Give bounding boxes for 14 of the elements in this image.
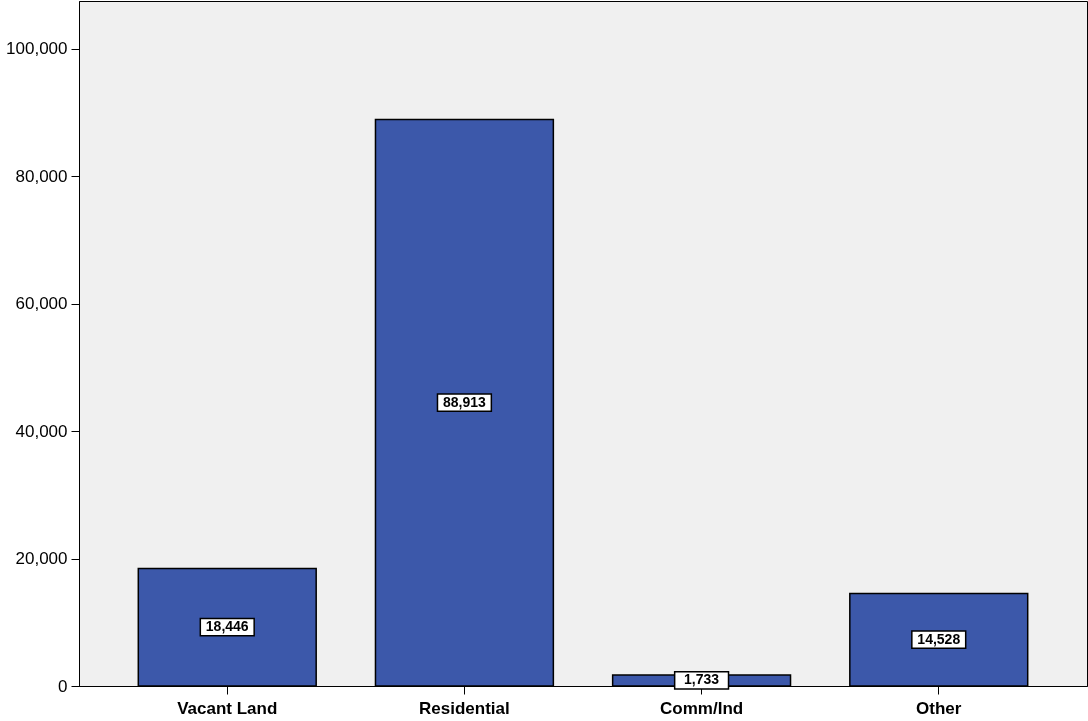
x-tick-label: Residential xyxy=(419,698,510,718)
data-label: 88,913 xyxy=(443,393,487,410)
y-tick-label: 20,000 xyxy=(15,549,68,569)
y-tick-label: 60,000 xyxy=(15,294,68,314)
x-tick-label: Other xyxy=(916,698,962,718)
x-tick-label: Comm/Ind xyxy=(660,698,744,718)
x-tick-label: Vacant Land xyxy=(177,698,278,718)
data-label: 1,733 xyxy=(684,671,720,688)
y-tick-label: 100,000 xyxy=(6,39,68,59)
y-tick-label: 80,000 xyxy=(15,166,68,186)
y-tick-label: 40,000 xyxy=(15,421,68,441)
data-label: 18,446 xyxy=(205,618,249,635)
y-tick-label: 0 xyxy=(58,676,68,696)
data-label: 14,528 xyxy=(917,630,961,647)
